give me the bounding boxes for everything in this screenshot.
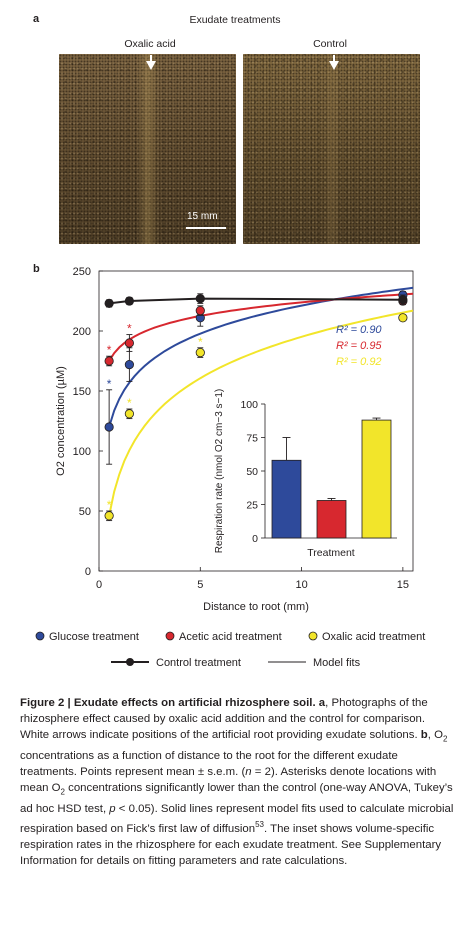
- y-tick-label: 250: [73, 266, 91, 278]
- legend-label: Model fits: [313, 657, 361, 669]
- inset-y-tick-label: 0: [252, 533, 258, 545]
- data-point: [104, 422, 114, 432]
- significance-asterisk: *: [127, 396, 132, 410]
- control-photo: [243, 54, 420, 244]
- caption-subscript: 2: [442, 734, 448, 744]
- data-point: [104, 356, 114, 366]
- data-point: [195, 347, 205, 358]
- plot-frame: [98, 270, 414, 572]
- left-photo-label: Oxalic acid: [124, 38, 176, 50]
- caption-b-text: = 2). Asterisks denote locations with me…: [20, 766, 437, 795]
- model-fit-line: [108, 292, 414, 362]
- caption-a-text: , Photographs of the rhizosphere effect …: [20, 697, 428, 742]
- x-axis-label: Distance to root (mm): [203, 601, 309, 613]
- panel-b-letter: b: [33, 263, 40, 275]
- data-point: [124, 296, 134, 306]
- caption-b-text: . The inset shows volume-specific respir…: [20, 822, 442, 868]
- y-tick-label: 100: [73, 446, 91, 458]
- model-fit-line: [108, 309, 414, 517]
- x-tick-label: 10: [295, 579, 307, 591]
- significance-asterisk: *: [107, 377, 112, 391]
- control-line: [109, 297, 403, 305]
- data-point: [398, 313, 408, 323]
- inset-y-tick-label: 25: [246, 500, 258, 512]
- data-point: [124, 338, 134, 348]
- panel-a-letter: a: [33, 13, 40, 25]
- data-point: [398, 295, 408, 305]
- inset-x-axis-label: Treatment: [307, 547, 355, 559]
- data-point: [104, 298, 114, 308]
- caption-subscript: 2: [60, 787, 65, 797]
- legend-label: Glucose treatment: [49, 631, 139, 643]
- y-tick-label: 200: [73, 326, 91, 338]
- data-point: [195, 305, 205, 316]
- legend-control-marker: [126, 658, 134, 666]
- caption-b-text: , O: [427, 729, 443, 742]
- inset-y-tick-label: 100: [240, 399, 258, 411]
- y-tick-label: 50: [79, 506, 91, 518]
- legend-marker: [35, 631, 45, 641]
- scale-bar-label: 15 mm: [187, 211, 218, 222]
- legend-label: Control treatment: [156, 657, 241, 669]
- data-point: [124, 409, 134, 419]
- inset-y-axis-label: Respiration rate (nmol O2 cm−3 s−1): [214, 389, 225, 554]
- x-tick-label: 15: [397, 579, 409, 591]
- legend-marker: [308, 631, 318, 641]
- right-photo-label: Control: [313, 38, 347, 50]
- y-tick-label: 150: [73, 386, 91, 398]
- inset-bar: [271, 459, 302, 539]
- significance-asterisk: *: [107, 343, 112, 357]
- caption-figure-title: Figure 2 | Exudate effects on artificial…: [20, 697, 316, 709]
- y-axis-label: O2 concentration (µM): [55, 366, 67, 476]
- inset-y-tick-label: 50: [246, 466, 258, 478]
- caption-a-letter: a: [318, 697, 326, 709]
- model-fit-line: [108, 286, 414, 428]
- data-point: [104, 511, 114, 521]
- y-tick-label: 0: [85, 566, 91, 578]
- root-position-arrow: [329, 55, 339, 70]
- panel-a-title: Exudate treatments: [189, 14, 281, 26]
- caption-italic: p: [109, 802, 116, 815]
- significance-asterisk: *: [127, 322, 132, 336]
- root-position-arrow: [146, 55, 156, 70]
- caption-b-text: < 0.05). Solid lines represent model fit…: [20, 802, 454, 835]
- data-point: [195, 293, 205, 304]
- inset-y-tick-label: 75: [246, 433, 258, 445]
- caption-b-letter: b: [420, 729, 428, 742]
- inset-bar: [361, 419, 392, 539]
- r-squared-label: R² = 0.95: [336, 340, 382, 352]
- caption-b-text: concentrations significantly lower than …: [20, 782, 453, 815]
- legend-label: Oxalic acid treatment: [322, 631, 425, 643]
- x-tick-label: 5: [197, 579, 203, 591]
- inset-bar: [316, 500, 347, 539]
- significance-asterisk: *: [198, 335, 203, 349]
- significance-asterisk: *: [107, 498, 112, 512]
- caption-reference: 53: [255, 819, 265, 829]
- r-squared-label: R² = 0.90: [336, 324, 382, 336]
- caption-b-text: concentrations as a function of distance…: [20, 749, 398, 779]
- figure-caption: Figure 2 | Exudate effects on artificial…: [20, 695, 456, 869]
- data-point: [124, 359, 134, 370]
- caption-italic: n: [245, 766, 252, 779]
- r-squared-label: R² = 0.92: [336, 356, 382, 368]
- x-tick-label: 0: [96, 579, 102, 591]
- legend-label: Acetic acid treatment: [179, 631, 282, 643]
- oxalic-acid-photo: [59, 54, 236, 244]
- scale-bar: [186, 227, 226, 229]
- legend-marker: [165, 631, 175, 641]
